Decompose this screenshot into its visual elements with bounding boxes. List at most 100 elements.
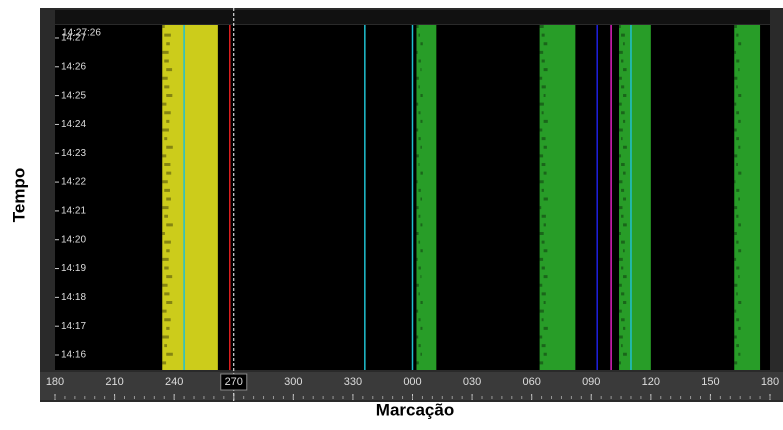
texture xyxy=(738,275,739,278)
texture xyxy=(420,301,422,304)
texture xyxy=(736,267,739,270)
texture xyxy=(162,258,168,261)
texture xyxy=(619,51,623,54)
texture xyxy=(420,68,421,71)
texture xyxy=(619,103,622,106)
texture xyxy=(736,137,739,140)
texture xyxy=(736,318,739,321)
texture xyxy=(542,60,545,63)
texture xyxy=(418,34,420,37)
texture xyxy=(544,223,546,226)
texture xyxy=(623,275,627,278)
texture xyxy=(544,42,548,45)
texture xyxy=(619,232,621,235)
texture xyxy=(542,85,546,88)
texture xyxy=(621,215,623,218)
texture xyxy=(540,25,544,28)
texture xyxy=(736,292,737,295)
texture xyxy=(164,137,167,140)
x-tick-label: 180 xyxy=(761,376,779,388)
texture xyxy=(166,353,173,356)
texture xyxy=(619,336,623,339)
texture xyxy=(416,284,418,287)
texture xyxy=(540,129,543,132)
texture xyxy=(619,284,622,287)
texture xyxy=(736,163,738,166)
texture xyxy=(736,85,738,88)
texture xyxy=(162,232,165,235)
texture xyxy=(540,154,543,157)
texture xyxy=(619,361,621,364)
texture xyxy=(166,223,173,226)
texture xyxy=(544,353,547,356)
texture xyxy=(621,318,625,321)
texture xyxy=(540,284,543,287)
texture xyxy=(621,241,625,244)
texture xyxy=(736,34,738,37)
texture xyxy=(418,85,419,88)
texture xyxy=(542,137,546,140)
texture xyxy=(166,275,172,278)
texture xyxy=(416,336,418,339)
texture xyxy=(623,301,626,304)
texture xyxy=(621,34,625,37)
texture xyxy=(736,215,738,218)
x-tick-label: 300 xyxy=(284,376,302,388)
texture xyxy=(544,120,548,123)
texture xyxy=(734,77,737,80)
texture xyxy=(738,301,741,304)
texture xyxy=(544,249,548,252)
texture xyxy=(544,301,546,304)
texture xyxy=(738,94,741,97)
y-tick-label: 14:16 xyxy=(61,350,86,361)
texture xyxy=(623,42,625,45)
texture xyxy=(162,310,166,313)
y-tick-label: 14:22 xyxy=(61,177,86,188)
x-tick-label: 120 xyxy=(642,376,660,388)
texture xyxy=(738,223,741,226)
texture xyxy=(623,172,626,175)
y-tick-label: 14:27 xyxy=(61,33,86,44)
texture xyxy=(734,25,737,28)
texture xyxy=(166,327,169,330)
texture xyxy=(734,180,735,183)
x-tick-label: 210 xyxy=(105,376,123,388)
texture xyxy=(736,111,739,114)
texture xyxy=(619,154,621,157)
texture xyxy=(166,198,171,201)
texture xyxy=(162,154,166,157)
texture xyxy=(623,353,627,356)
x-tick-label: 240 xyxy=(165,376,183,388)
texture xyxy=(420,120,422,123)
texture xyxy=(734,284,737,287)
texture xyxy=(166,249,169,252)
texture xyxy=(738,327,740,330)
texture xyxy=(166,301,172,304)
texture xyxy=(623,120,625,123)
texture xyxy=(734,129,736,132)
texture xyxy=(542,215,546,218)
texture xyxy=(734,258,736,261)
texture xyxy=(162,77,167,80)
texture xyxy=(418,163,419,166)
texture xyxy=(416,206,418,209)
texture xyxy=(420,146,421,149)
overview-strip xyxy=(55,10,770,24)
texture xyxy=(164,34,171,37)
texture xyxy=(540,180,544,183)
texture xyxy=(540,103,544,106)
texture xyxy=(623,94,626,97)
texture xyxy=(544,146,547,149)
texture xyxy=(621,85,624,88)
texture xyxy=(736,241,738,244)
texture xyxy=(542,241,545,244)
page: {"chart_data": {"type": "waterfall", "xl… xyxy=(0,0,783,425)
texture xyxy=(540,310,544,313)
x-tick-label: 330 xyxy=(344,376,362,388)
texture xyxy=(164,344,167,347)
texture xyxy=(540,77,543,80)
texture xyxy=(734,206,737,209)
texture xyxy=(542,34,545,37)
texture xyxy=(166,172,171,175)
texture xyxy=(734,232,737,235)
